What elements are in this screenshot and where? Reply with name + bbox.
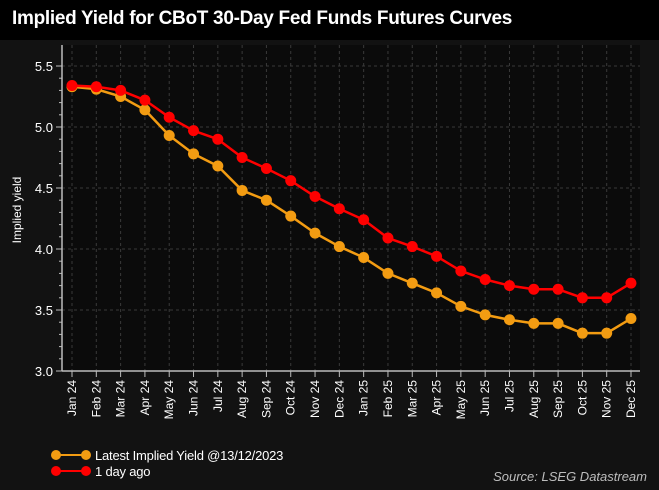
x-tick-label: Dec 24 <box>332 380 346 418</box>
data-point <box>309 227 321 239</box>
data-point <box>431 250 443 262</box>
x-tick-label: Apr 24 <box>138 380 152 416</box>
x-tick-label: Sep 24 <box>259 380 273 418</box>
data-point <box>528 283 540 295</box>
data-point <box>528 317 540 329</box>
data-point <box>236 152 248 163</box>
data-point <box>455 300 467 312</box>
legend-swatch-latest <box>50 448 92 462</box>
x-tick-label: Jan 25 <box>357 380 371 416</box>
data-point <box>163 130 175 142</box>
x-tick-label: Oct 25 <box>575 380 589 416</box>
data-point <box>66 80 78 92</box>
data-point <box>382 267 394 279</box>
y-tick-label: 3.5 <box>35 303 53 318</box>
data-point <box>90 81 102 93</box>
data-point <box>576 292 588 304</box>
series-group <box>66 80 637 339</box>
data-point <box>139 94 151 106</box>
x-tick-label: Jun 25 <box>478 380 492 416</box>
data-point <box>188 125 200 137</box>
x-tick-label: Jun 24 <box>187 380 201 416</box>
legend: Latest Implied Yield @13/12/2023 1 day a… <box>50 447 283 479</box>
y-tick-label: 4.0 <box>35 242 53 257</box>
x-tick-label: Oct 24 <box>284 380 298 416</box>
data-point <box>625 277 637 289</box>
axes <box>56 45 640 377</box>
legend-item-1-day-ago: 1 day ago <box>50 463 283 479</box>
x-tick-label: Feb 25 <box>381 380 395 418</box>
data-point <box>358 252 370 264</box>
title-bar: Implied Yield for CBoT 30-Day Fed Funds … <box>0 0 659 40</box>
data-point <box>552 317 564 329</box>
x-tick-label: Mar 25 <box>405 380 419 418</box>
legend-label-latest: Latest Implied Yield @13/12/2023 <box>95 447 284 463</box>
data-point <box>406 241 418 253</box>
x-tick-label: Feb 24 <box>89 380 103 418</box>
data-point <box>358 214 370 226</box>
data-point <box>309 191 321 203</box>
data-point <box>406 277 418 289</box>
data-point <box>188 148 200 160</box>
data-point <box>625 313 637 325</box>
data-point <box>139 104 151 116</box>
data-point <box>212 133 224 145</box>
x-tick-label: Jul 24 <box>211 380 225 412</box>
data-point <box>552 283 564 295</box>
x-tick-label: Jul 25 <box>502 380 516 412</box>
x-tick-label: May 25 <box>454 380 468 420</box>
data-point <box>601 327 613 339</box>
data-point <box>601 292 613 304</box>
data-point <box>212 160 224 172</box>
plot-area <box>62 45 640 371</box>
data-point <box>236 184 248 196</box>
y-tick-labels: 3.0 3.5 4.0 4.5 5.0 5.5 <box>35 59 53 379</box>
x-tick-label: Mar 24 <box>114 380 128 418</box>
chart-title: Implied Yield for CBoT 30-Day Fed Funds … <box>12 8 513 29</box>
x-tick-label: Dec 25 <box>624 380 638 418</box>
data-point <box>285 210 297 222</box>
x-tick-label: Nov 25 <box>600 380 614 418</box>
data-point <box>333 203 345 215</box>
legend-swatch-1-day-ago <box>50 464 92 478</box>
data-point <box>163 111 175 123</box>
x-tick-label: Sep 25 <box>551 380 565 418</box>
source-note: Source: LSEG Datastream <box>493 469 647 484</box>
y-tick-label: 3.0 <box>35 364 53 379</box>
data-point <box>115 84 127 96</box>
y-axis-label: Implied yield <box>10 176 24 244</box>
data-point <box>479 309 491 321</box>
y-tick-label: 5.5 <box>35 59 53 74</box>
x-tick-label: Aug 24 <box>235 380 249 418</box>
x-tick-label: Nov 24 <box>308 380 322 418</box>
data-point <box>333 241 345 253</box>
x-tick-labels: Jan 24 Feb 24 Mar 24 Apr 24 May 24 Jun 24 Jul … <box>65 380 638 420</box>
data-point <box>479 274 491 285</box>
data-point <box>285 175 297 187</box>
data-point <box>503 314 515 326</box>
y-tick-label: 5.0 <box>35 120 53 135</box>
x-tick-label: Apr 25 <box>430 380 444 416</box>
data-point <box>503 280 515 292</box>
x-tick-label: May 24 <box>162 380 176 420</box>
data-point <box>455 265 467 277</box>
data-point <box>382 232 394 244</box>
x-tick-label: Aug 25 <box>527 380 541 418</box>
data-point <box>431 287 443 299</box>
legend-item-latest: Latest Implied Yield @13/12/2023 <box>50 447 283 463</box>
series-1-day-ago <box>66 80 637 304</box>
x-tick-label: Jan 24 <box>65 380 79 416</box>
data-point <box>260 162 272 174</box>
legend-label-1-day-ago: 1 day ago <box>95 463 151 479</box>
data-point <box>576 327 588 339</box>
y-tick-label: 4.5 <box>35 181 53 196</box>
data-point <box>260 194 272 206</box>
